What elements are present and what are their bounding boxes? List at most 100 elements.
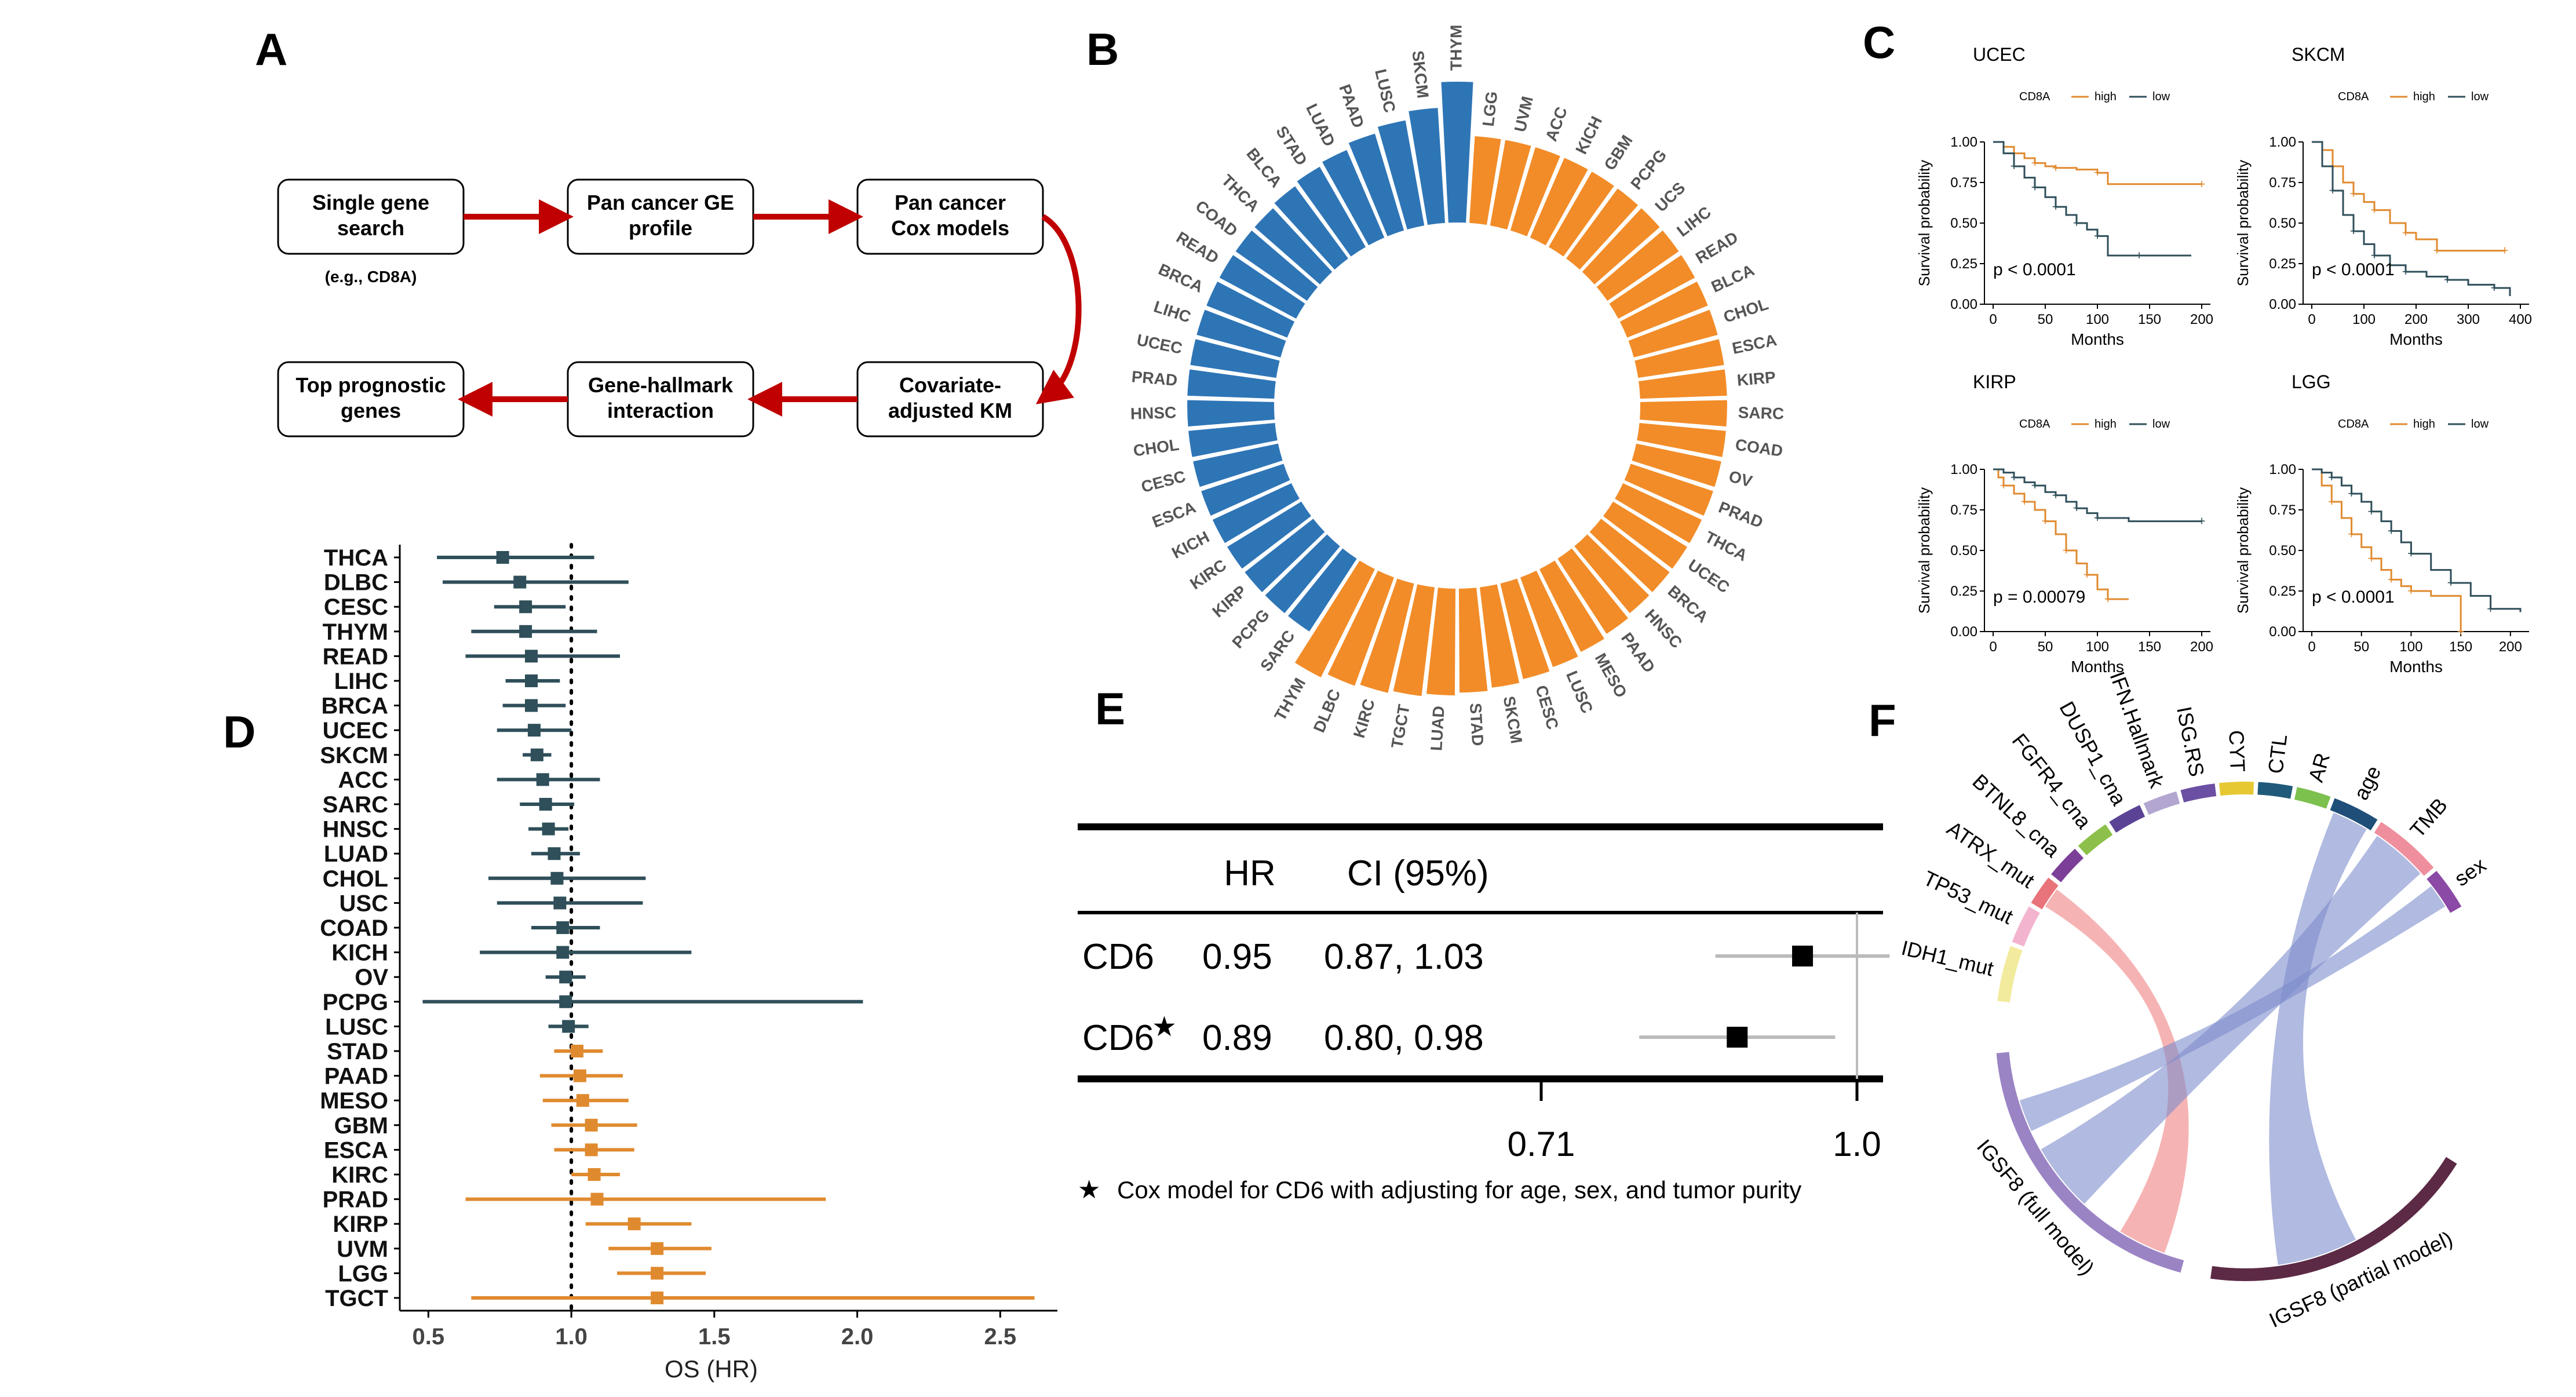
- circular-bar-pcpg: [1564, 187, 1640, 272]
- circular-bar-label: READ: [1173, 228, 1222, 268]
- flow-box-text: interaction: [607, 399, 714, 422]
- km-y-tick-label: 0.50: [1950, 216, 1977, 231]
- circular-bar-label: PAAD: [1618, 629, 1658, 676]
- chord-link: [2269, 812, 2367, 1265]
- km-censor-mark: +: [2371, 203, 2378, 217]
- circular-bar-kirp: [1243, 517, 1327, 594]
- km-y-tick-label: 0.50: [2269, 543, 2296, 559]
- km-x-tick-label: 50: [2354, 639, 2369, 655]
- km-legend-high: high: [2413, 418, 2435, 431]
- km-y-tick-label: 0.50: [2269, 216, 2296, 231]
- km-pvalue: p = 0.00079: [1993, 588, 2085, 607]
- km-legend-title: CD8A: [2019, 90, 2050, 103]
- km-x-tick-label: 200: [2190, 312, 2213, 327]
- forest-point-pcpg: [559, 995, 572, 1008]
- chord-sector: [2031, 877, 2059, 910]
- km-x-tick-label: 0: [2308, 639, 2315, 655]
- km-x-label: Months: [2389, 330, 2443, 348]
- forest-point-coad: [556, 921, 570, 934]
- circular-bar-label: UCEC: [1685, 556, 1733, 596]
- forest-row-label: UVM: [337, 1236, 388, 1262]
- km-legend-low: low: [2471, 418, 2489, 431]
- km-curve-high: [2312, 141, 2505, 252]
- chord-sector: [1996, 1052, 2184, 1273]
- flow-box-text: Gene-hallmark: [588, 373, 734, 397]
- forest-row-label: USC: [340, 891, 388, 916]
- km-title: UCEC: [1973, 44, 2026, 65]
- circular-bar-label: COAD: [1734, 436, 1784, 460]
- km-y-tick-label: 1.00: [2269, 462, 2296, 477]
- km-censor-mark: +: [2367, 551, 2375, 566]
- km-censor-mark: +: [2104, 592, 2112, 606]
- circular-bar-brca: [1588, 517, 1672, 594]
- forest-row-label: BRCA: [321, 694, 388, 719]
- circular-bar-label: ACC: [1542, 104, 1571, 144]
- table-row-label: CD6: [1082, 1018, 1154, 1058]
- table-x-tick-label: 0.71: [1508, 1125, 1575, 1163]
- circular-bar-label: SARC: [1257, 627, 1298, 674]
- km-legend-low: low: [2152, 418, 2170, 431]
- forest-point-kirp: [627, 1217, 641, 1231]
- km-censor-mark: +: [2348, 527, 2355, 541]
- circular-bar-label: BRCA: [1156, 260, 1206, 296]
- km-legend-low: low: [2471, 90, 2489, 103]
- flow-box-text: Covariate-: [899, 373, 1001, 397]
- forest-x-tick-label: 2.5: [984, 1324, 1016, 1349]
- circular-bar-brca: [1205, 280, 1296, 340]
- circular-bar-label: UCS: [1651, 178, 1688, 215]
- km-y-label: Survival probability: [1915, 160, 1933, 286]
- km-x-tick-label: 0: [1989, 312, 1997, 327]
- circular-bar-esca: [1199, 462, 1291, 517]
- circular-bar-label: LUSC: [1563, 668, 1596, 716]
- table-row-hr: 0.95: [1202, 937, 1272, 977]
- km-x-tick-label: 100: [2086, 639, 2109, 655]
- circular-bar-luad: [1320, 148, 1386, 247]
- km-censor-mark: +: [2402, 264, 2410, 279]
- circular-bar-stad: [1457, 586, 1489, 694]
- circular-bar-hnsc: [1186, 399, 1276, 428]
- circular-bar-ucs: [1580, 206, 1662, 286]
- circular-bar-label: LIHC: [1673, 203, 1714, 240]
- flow-box-text: adjusted KM: [888, 399, 1012, 422]
- km-censor-mark: +: [2052, 161, 2060, 175]
- km-censor-mark: +: [2367, 504, 2375, 519]
- km-censor-mark: +: [2444, 272, 2451, 287]
- circular-bar-esca: [1633, 337, 1725, 380]
- chord-sector-label: ISG.RS: [2172, 705, 2209, 779]
- circular-bar-dlbc: [1326, 569, 1396, 688]
- circular-bar-prad: [1623, 462, 1715, 517]
- circular-bar-label: CHOL: [1132, 436, 1180, 460]
- forest-row-label: ACC: [338, 767, 388, 793]
- forest-row-label: CHOL: [323, 866, 388, 892]
- forest-point-cesc: [519, 600, 532, 614]
- circular-bar-lusc: [1376, 119, 1426, 231]
- circular-bar-label: LGG: [1479, 90, 1501, 127]
- forest-row-label: THYM: [323, 619, 388, 645]
- flow-box-text: Pan cancer GE: [587, 191, 734, 214]
- circular-bar-label: THYM: [1447, 25, 1465, 71]
- forest-row-label: THCA: [324, 545, 388, 571]
- circular-bar-blca: [1272, 184, 1350, 272]
- forest-point-kich: [556, 946, 570, 959]
- circular-bar-label: SKCM: [1500, 695, 1526, 745]
- km-censor-mark: +: [2407, 546, 2415, 561]
- circular-bar-label: LUAD: [1302, 101, 1338, 149]
- chord-sector-label: CTL: [2263, 733, 2292, 775]
- circular-bar-label: KIRP: [1736, 368, 1776, 389]
- circular-bar-thca: [1613, 482, 1703, 545]
- flow-arrow-3: [1035, 214, 1082, 404]
- circular-bar-label: LIHC: [1152, 297, 1194, 326]
- panel-label-d: D: [223, 706, 256, 757]
- chord-sector: [1997, 946, 2023, 1003]
- km-x-tick-label: 100: [2399, 639, 2422, 655]
- km-pvalue: p < 0.0001: [2312, 588, 2395, 607]
- km-y-tick-label: 0.00: [2269, 297, 2296, 312]
- circular-bar-label: DLBC: [1310, 687, 1344, 735]
- circular-bar-label: READ: [1692, 228, 1741, 268]
- km-pvalue: p < 0.0001: [2312, 260, 2395, 279]
- table-row-point: [1727, 1027, 1748, 1048]
- circular-bar-chol: [1187, 421, 1279, 459]
- forest-row-label: CESC: [324, 594, 388, 620]
